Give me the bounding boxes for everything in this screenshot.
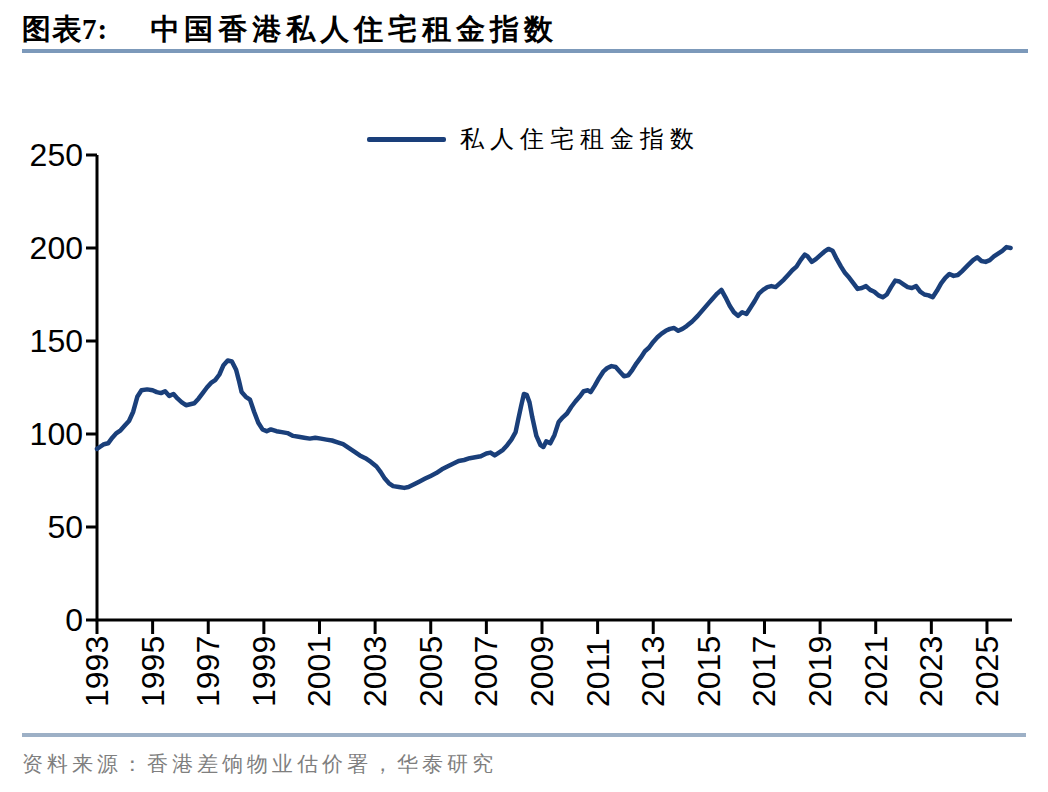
- x-tick-label: 2005: [413, 636, 449, 707]
- x-tick-label: 2023: [913, 636, 949, 707]
- x-tick-label: 2017: [746, 636, 782, 707]
- y-tick-label: 50: [47, 509, 83, 545]
- y-axis: 0 50 100 150 200 250: [30, 137, 97, 638]
- x-tick-label: 2021: [858, 636, 894, 707]
- x-tick-label: 2011: [580, 638, 616, 707]
- x-tick-label: 2013: [635, 636, 671, 707]
- x-tick-label: 2025: [969, 636, 1005, 707]
- footer-divider: [22, 733, 1026, 737]
- x-tick-label: 1999: [246, 636, 282, 707]
- y-tick-label: 150: [30, 323, 83, 359]
- y-tick-label: 0: [65, 602, 83, 638]
- x-tick-label: 2003: [357, 636, 393, 707]
- y-tick-label: 250: [30, 137, 83, 173]
- x-tick-label: 1997: [190, 636, 226, 707]
- rent-index-line-chart: 0 50 100 150 200 250 1993 1995 1997 1999 2001 2003 2…: [0, 0, 1048, 792]
- x-tick-label: 1993: [79, 636, 115, 707]
- y-tick-label: 100: [30, 416, 83, 452]
- x-tick-label: 2015: [691, 636, 727, 707]
- source-note: 资料来源：香港差饷物业估价署，华泰研究: [22, 750, 497, 778]
- x-tick-label: 1995: [135, 636, 171, 707]
- x-axis: 1993 1995 1997 1999 2001 2003 2005 2007 2009 2011…: [79, 620, 1005, 707]
- x-tick-label: 2009: [524, 636, 560, 707]
- x-tick-label: 2007: [468, 636, 504, 707]
- x-tick-label: 2001: [301, 636, 337, 707]
- axis-lines: [97, 155, 1012, 620]
- y-tick-label: 200: [30, 230, 83, 266]
- rent-index-series-line: [97, 247, 1011, 488]
- figure: 图表7:中国香港私人住宅租金指数 私人住宅租金指数 05010015020025…: [0, 0, 1048, 792]
- x-tick-label: 2019: [802, 636, 838, 707]
